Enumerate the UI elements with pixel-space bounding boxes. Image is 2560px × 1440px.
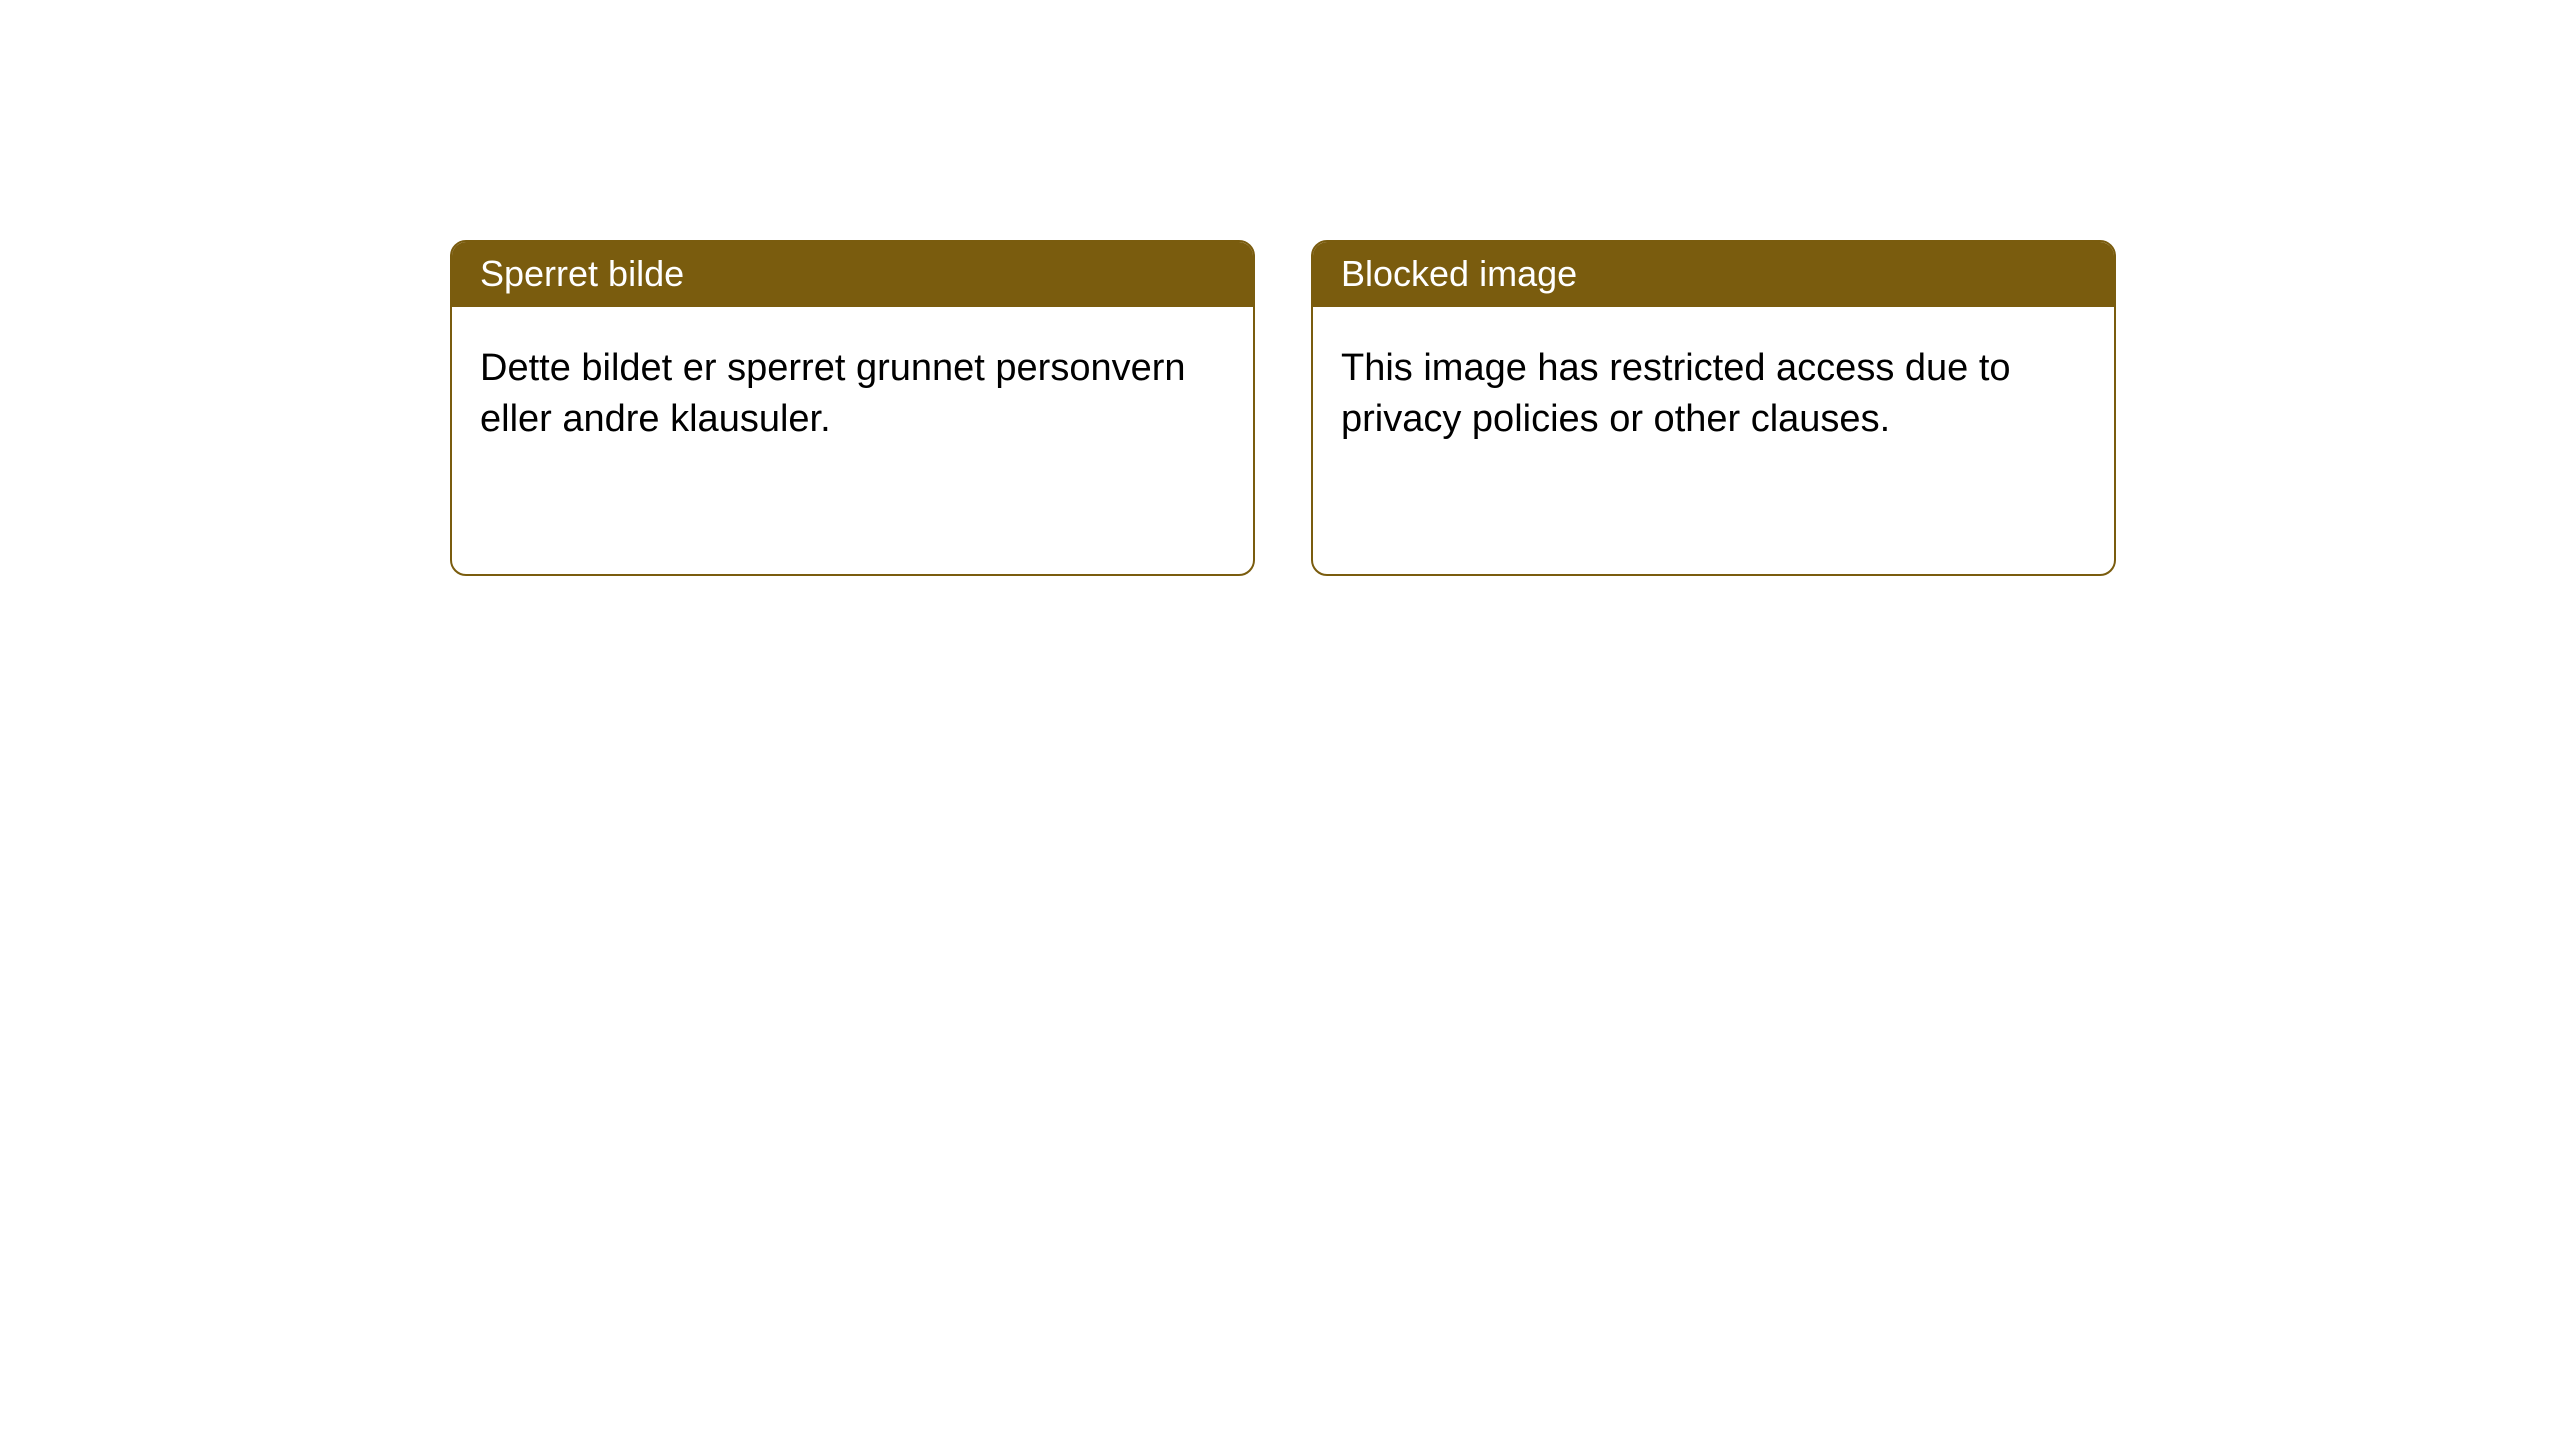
notice-header-norwegian: Sperret bilde: [452, 242, 1253, 307]
notice-container: Sperret bilde Dette bildet er sperret gr…: [0, 0, 2560, 576]
notice-card-english: Blocked image This image has restricted …: [1311, 240, 2116, 576]
notice-card-norwegian: Sperret bilde Dette bildet er sperret gr…: [450, 240, 1255, 576]
notice-body-english: This image has restricted access due to …: [1313, 307, 2114, 466]
notice-body-norwegian: Dette bildet er sperret grunnet personve…: [452, 307, 1253, 466]
notice-header-english: Blocked image: [1313, 242, 2114, 307]
